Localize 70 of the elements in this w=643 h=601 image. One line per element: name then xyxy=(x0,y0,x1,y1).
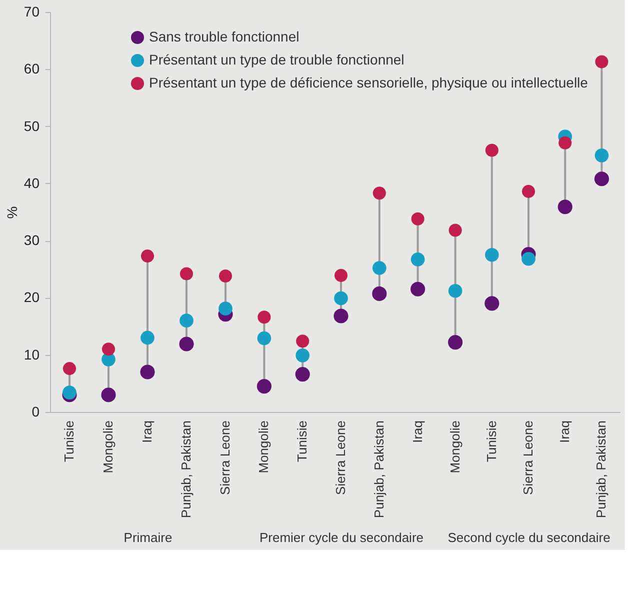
point xyxy=(522,252,536,266)
point xyxy=(101,388,116,402)
point xyxy=(410,282,426,296)
point xyxy=(140,330,154,345)
y-tick-label: 30 xyxy=(24,232,40,248)
point xyxy=(295,367,310,382)
point xyxy=(484,296,500,311)
point xyxy=(180,314,194,328)
x-tick-label: Mongolie xyxy=(256,420,272,474)
point xyxy=(558,136,572,150)
point xyxy=(102,342,116,356)
x-tick-label: Tunisie xyxy=(484,420,499,462)
x-tick-label: Punjab, Pakistan xyxy=(371,420,386,518)
point xyxy=(410,252,425,266)
x-tick-label: Punjab, Pakistan xyxy=(178,420,194,518)
point xyxy=(334,308,348,324)
x-tick-label: Mongolie xyxy=(100,420,116,474)
x-axis-title: Second cycle du secondaire xyxy=(448,530,610,546)
point xyxy=(485,144,498,157)
point xyxy=(62,362,76,376)
y-tick-label: 40 xyxy=(24,174,40,191)
x-tick-label: Sierra Leone xyxy=(520,420,536,495)
legend-label: Présentant un type de trouble fonctionnel xyxy=(149,52,404,68)
y-tick-label: 10 xyxy=(24,346,40,362)
point xyxy=(218,269,232,283)
point xyxy=(595,55,608,68)
x-tick-label: Sierra Leone xyxy=(218,420,232,495)
point xyxy=(558,200,572,214)
y-tick-label: 0 xyxy=(32,404,40,420)
point xyxy=(180,267,194,280)
point xyxy=(296,334,310,348)
point xyxy=(257,331,272,346)
point xyxy=(372,286,387,301)
point xyxy=(448,335,463,350)
point xyxy=(372,186,386,200)
x-axis-title: Primaire xyxy=(124,530,172,546)
point xyxy=(448,284,462,298)
x-tick-label: Punjab, Pakistan xyxy=(594,420,609,518)
point xyxy=(218,302,232,316)
point xyxy=(296,348,310,362)
point xyxy=(140,249,154,263)
point xyxy=(372,261,386,275)
x-tick-label: Tunisie xyxy=(62,420,76,462)
x-tick-label: Sierra Leone xyxy=(333,420,348,495)
x-tick-label: Iraq xyxy=(410,420,425,443)
x-tick-label: Mongolie xyxy=(447,420,462,474)
y-tick-label: 60 xyxy=(24,60,40,77)
x-tick-label: Tunisie xyxy=(294,420,310,462)
point xyxy=(411,212,424,226)
point xyxy=(522,184,536,198)
y-axis-title: % xyxy=(4,206,20,219)
y-tick-label: 50 xyxy=(24,118,40,134)
point xyxy=(448,224,462,237)
point xyxy=(594,148,609,162)
x-tick-label: Iraq xyxy=(140,420,154,443)
point xyxy=(484,248,499,262)
y-tick-label: 70 xyxy=(24,4,40,20)
point xyxy=(334,291,348,306)
x-tick-label: Iraq xyxy=(557,420,572,443)
x-axis-title: Premier cycle du secondaire xyxy=(259,530,424,546)
point xyxy=(334,268,348,282)
point xyxy=(594,172,609,186)
y-tick-label: 20 xyxy=(24,289,40,306)
point xyxy=(62,386,76,400)
point xyxy=(258,310,271,324)
point xyxy=(140,364,155,380)
point xyxy=(256,379,272,394)
legend-label: Sans trouble fonctionnel xyxy=(149,28,300,44)
legend-label: Présentant un type de déficience sensorielle, physique ou intellectuelle xyxy=(149,74,588,90)
point xyxy=(179,336,194,352)
